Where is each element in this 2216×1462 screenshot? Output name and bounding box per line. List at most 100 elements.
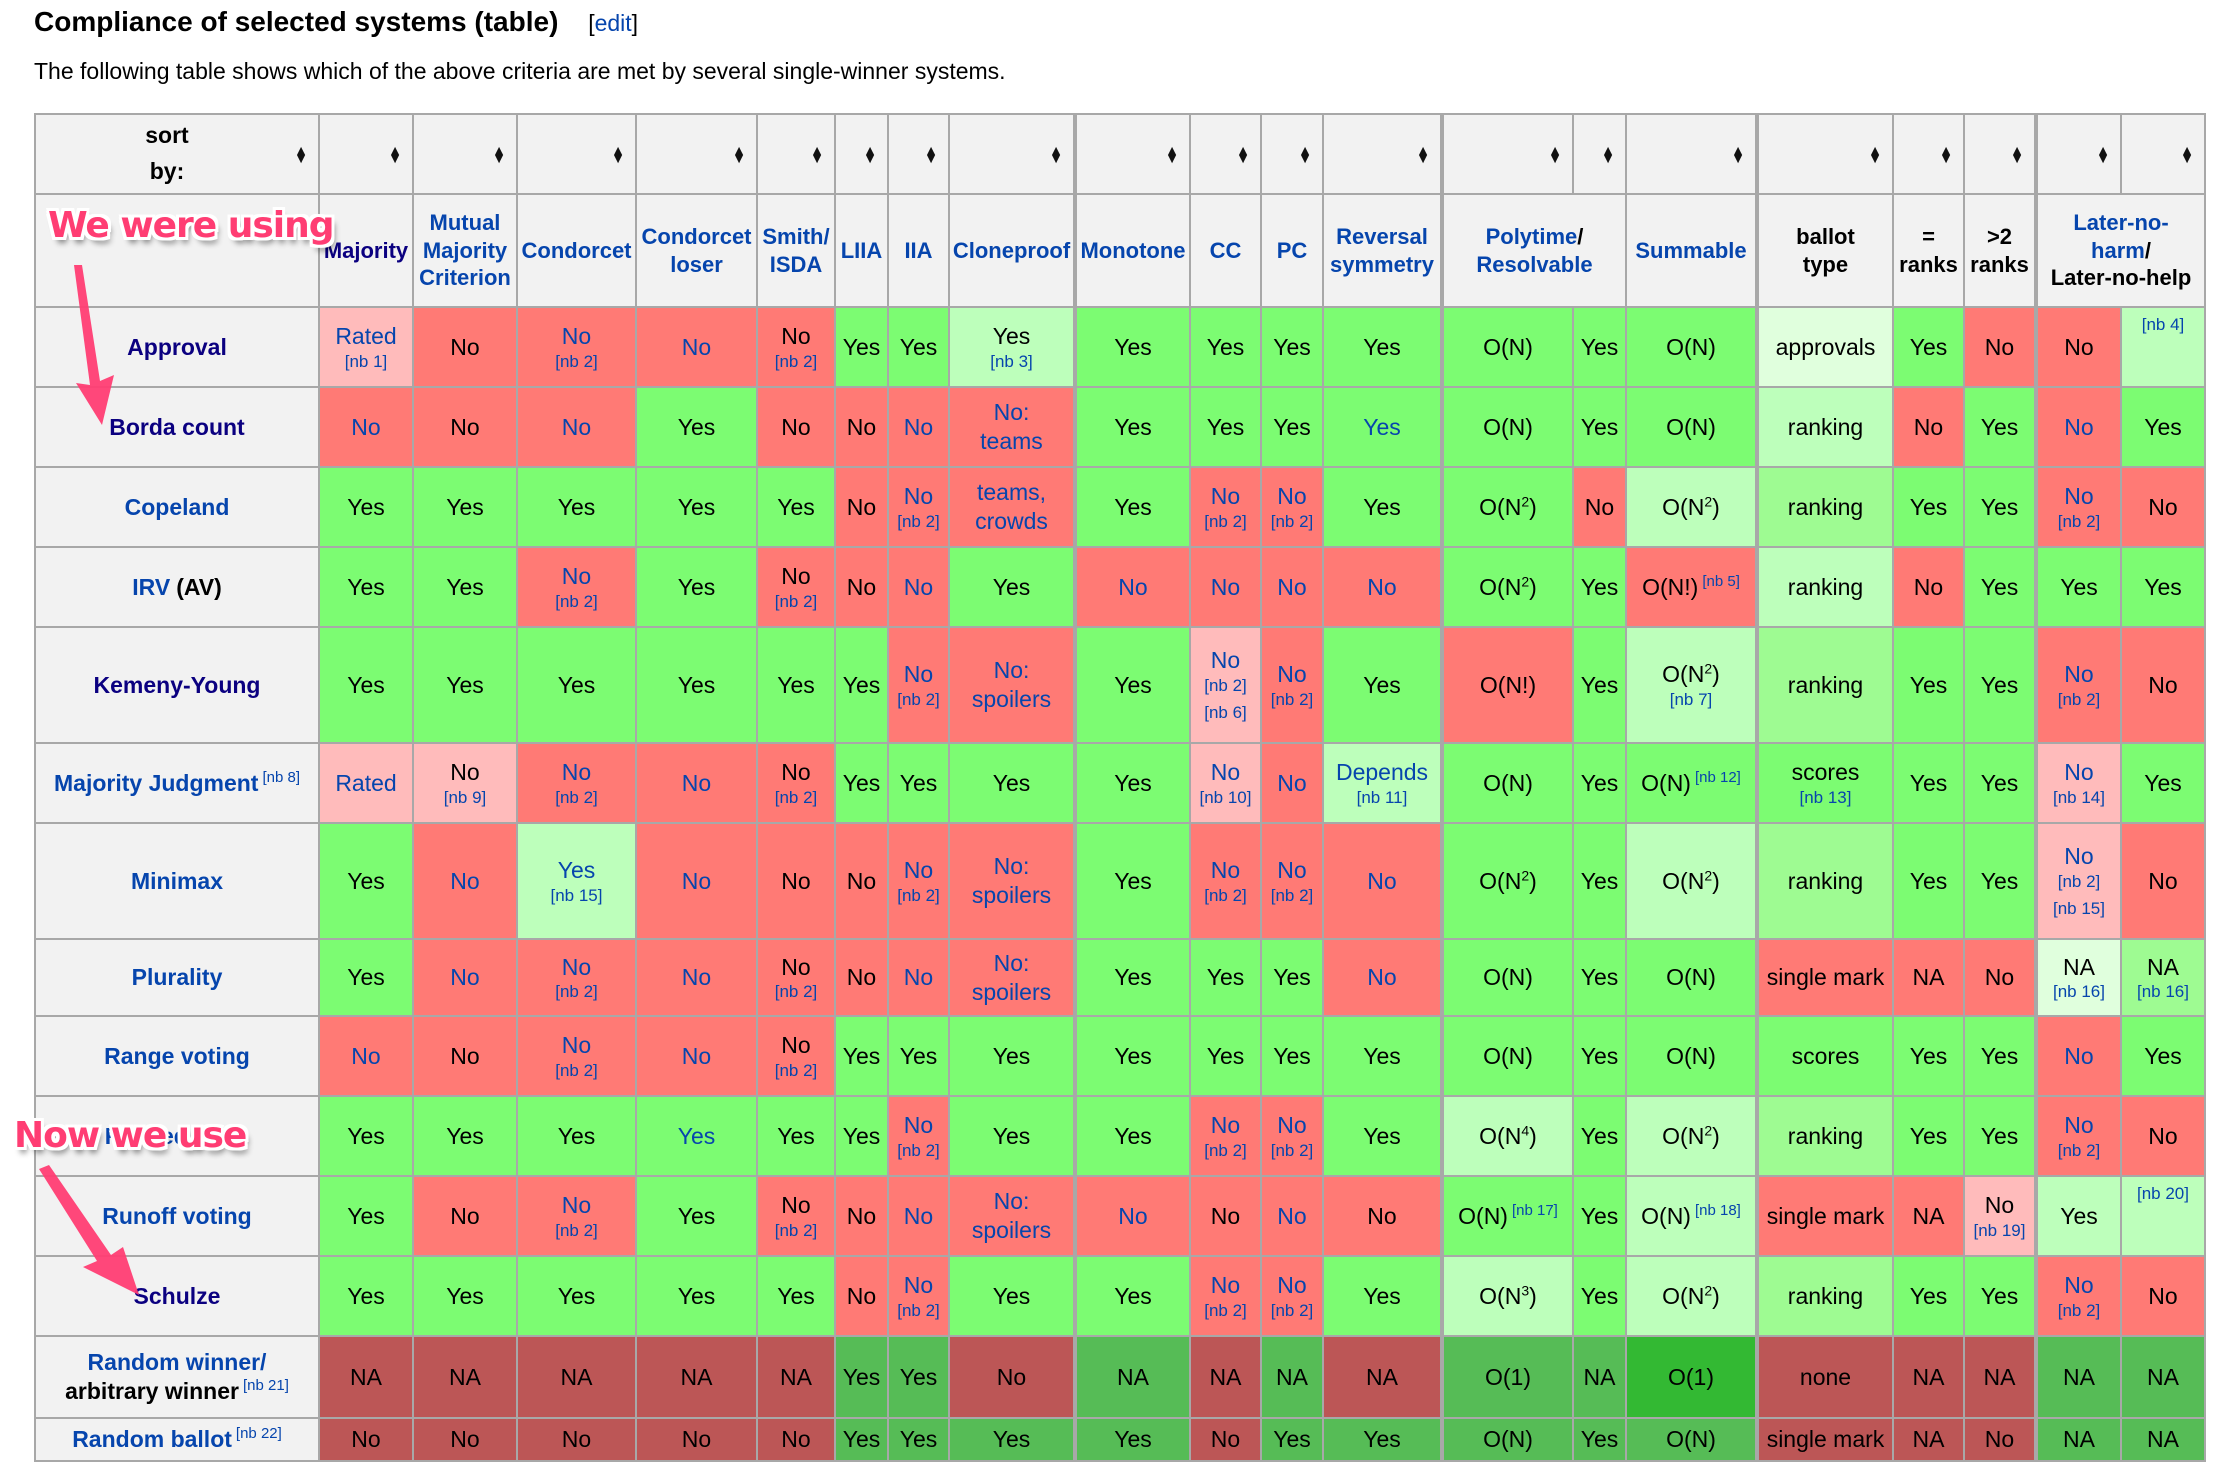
cell-value[interactable]: No bbox=[1210, 573, 1241, 600]
sort-updown-icon[interactable]: ▲ ▼ bbox=[2180, 142, 2194, 166]
cell-value[interactable]: No bbox=[1118, 573, 1148, 600]
sort-updown-icon[interactable]: ▲ ▼ bbox=[1548, 142, 1562, 166]
cell-value[interactable]: No: bbox=[993, 949, 1030, 976]
system-name-link[interactable]: Kemeny-Young bbox=[93, 671, 261, 698]
footnote-link[interactable]: [nb 2] bbox=[1204, 511, 1247, 531]
cell-value[interactable]: No bbox=[561, 563, 592, 589]
sort-updown-icon[interactable]: ▲ ▼ bbox=[1416, 142, 1430, 166]
cell-value[interactable]: No bbox=[2064, 759, 2094, 785]
footnote-link[interactable]: [nb 2] bbox=[1270, 885, 1314, 905]
footnote-link[interactable]: [nb 14] bbox=[2053, 787, 2105, 807]
header-pc[interactable]: PC bbox=[1260, 193, 1324, 308]
footnote-link[interactable]: [nb 2] bbox=[1204, 885, 1247, 905]
footnote-link[interactable]: [nb 2] bbox=[774, 351, 818, 371]
cell-value[interactable]: No bbox=[903, 413, 934, 440]
header-smith[interactable]: Smith/ISDA bbox=[756, 193, 836, 308]
header-reversal[interactable]: Reversal symmetry bbox=[1322, 193, 1443, 308]
cell-value[interactable]: No bbox=[1277, 857, 1307, 883]
footnote-link[interactable]: [nb 16] bbox=[2137, 982, 2189, 1002]
header-liia[interactable]: LIIA bbox=[834, 193, 889, 308]
system-name-link[interactable]: IRV bbox=[132, 573, 171, 600]
cell-value[interactable]: No bbox=[1210, 483, 1241, 509]
cell-value[interactable]: No bbox=[561, 953, 592, 980]
cell-value[interactable]: No bbox=[1277, 769, 1307, 796]
sort-mutual-majority[interactable]: ▲ ▼ bbox=[412, 113, 518, 195]
footnote-link[interactable]: [nb 1] bbox=[344, 351, 388, 371]
header-link[interactable]: Cloneproof bbox=[952, 237, 1071, 263]
system-name-cell[interactable]: Range voting bbox=[34, 1015, 320, 1097]
cell-value[interactable]: No bbox=[561, 759, 592, 785]
cell-value[interactable]: Yes bbox=[677, 1122, 716, 1149]
system-name-cell[interactable]: Majority Judgment [nb 8] bbox=[34, 742, 320, 824]
cell-value[interactable]: Yes bbox=[557, 857, 596, 883]
footnote-link[interactable]: [nb 16] bbox=[2053, 982, 2105, 1002]
footnote-link[interactable]: [nb 2] bbox=[1270, 689, 1314, 709]
sort-later-no-help[interactable]: ▲ ▼ bbox=[2120, 113, 2206, 195]
cell-value[interactable]: No bbox=[903, 661, 934, 687]
system-name-link[interactable]: Minimax bbox=[130, 867, 224, 894]
footnote-link[interactable]: [nb 2] bbox=[555, 1060, 598, 1080]
sort-updown-icon[interactable]: ▲ ▼ bbox=[1601, 142, 1615, 166]
cell-value[interactable]: No bbox=[903, 857, 934, 883]
cell-value[interactable]: No bbox=[1277, 1272, 1307, 1298]
system-name-cell[interactable]: Plurality bbox=[34, 938, 320, 1017]
footnote-link[interactable]: [nb 2] bbox=[555, 351, 598, 371]
cell-value[interactable]: No bbox=[1367, 573, 1397, 600]
sort-summable[interactable]: ▲ ▼ bbox=[1625, 113, 1758, 195]
header-polytime[interactable]: Polytime/Resolvable bbox=[1440, 193, 1627, 308]
footnote-link[interactable]: [nb 21] bbox=[242, 1377, 289, 1395]
cell-value[interactable]: No bbox=[903, 964, 934, 991]
sort-iia[interactable]: ▲ ▼ bbox=[887, 113, 950, 195]
sort-updown-icon[interactable]: ▲ ▼ bbox=[611, 142, 625, 166]
system-name-cell[interactable]: Copeland bbox=[34, 466, 320, 548]
cell-value[interactable]: No bbox=[351, 1042, 381, 1069]
sort-smith[interactable]: ▲ ▼ bbox=[756, 113, 836, 195]
system-name-link[interactable]: Ranked pairs bbox=[104, 1122, 250, 1149]
footnote-link[interactable]: [nb 2] bbox=[555, 982, 598, 1002]
footnote-link[interactable]: [nb 10] bbox=[1199, 787, 1252, 807]
cell-value[interactable]: No bbox=[681, 867, 712, 894]
cell-value[interactable]: No bbox=[561, 1032, 592, 1058]
cell-value[interactable]: No bbox=[903, 483, 934, 509]
header-link[interactable]: Monotone bbox=[1080, 237, 1186, 263]
cell-value[interactable]: No bbox=[1210, 759, 1241, 785]
cell-value[interactable]: No bbox=[1277, 661, 1307, 687]
footnote-link[interactable]: [nb 2] bbox=[774, 1060, 818, 1080]
footnote-link[interactable]: [nb 3] bbox=[990, 351, 1033, 371]
sort-updown-icon[interactable]: ▲ ▼ bbox=[2010, 142, 2024, 166]
sort-updown-icon[interactable]: ▲ ▼ bbox=[1868, 142, 1882, 166]
header-cloneproof[interactable]: Cloneproof bbox=[948, 193, 1076, 308]
footnote-link[interactable]: [nb 18] bbox=[1694, 1201, 1741, 1219]
system-name-cell[interactable]: Minimax bbox=[34, 822, 320, 940]
header-summable[interactable]: Summable bbox=[1625, 193, 1758, 308]
sort-by-header[interactable]: sort by: ▲ ▼ bbox=[34, 113, 320, 195]
cell-value[interactable]: No bbox=[2064, 1042, 2094, 1069]
system-name-link[interactable]: Random ballot bbox=[72, 1426, 232, 1453]
sort-condorcet-loser[interactable]: ▲ ▼ bbox=[635, 113, 758, 195]
header-link[interactable]: Reversal symmetry bbox=[1330, 224, 1434, 277]
footnote-link[interactable]: [nb 4] bbox=[2141, 315, 2185, 334]
sort-updown-icon[interactable]: ▲ ▼ bbox=[732, 142, 746, 166]
cell-value[interactable]: No bbox=[681, 333, 712, 360]
footnote-link[interactable]: [nb 2] bbox=[2057, 511, 2101, 531]
cell-value[interactable]: No bbox=[1367, 964, 1397, 991]
cell-value[interactable]: teams, bbox=[976, 479, 1047, 506]
cell-value[interactable]: No bbox=[903, 1112, 934, 1138]
system-name-cell[interactable]: Schulze bbox=[34, 1255, 320, 1337]
sort-cloneproof[interactable]: ▲ ▼ bbox=[948, 113, 1076, 195]
header-mutual-majority[interactable]: Mutual Majority Criterion bbox=[412, 193, 518, 308]
system-name-link[interactable]: Schulze bbox=[133, 1282, 221, 1309]
header-condorcet[interactable]: Condorcet bbox=[516, 193, 637, 308]
cell-value[interactable]: No: bbox=[993, 657, 1030, 684]
sort-updown-icon[interactable]: ▲ ▼ bbox=[2096, 142, 2110, 166]
cell-value[interactable]: No bbox=[1210, 1112, 1241, 1138]
footnote-link[interactable]: [nb 15] bbox=[550, 885, 603, 905]
header-majority[interactable]: Majority bbox=[318, 193, 414, 308]
footnote-link[interactable]: [nb 2] bbox=[1270, 511, 1314, 531]
system-name-link[interactable]: Runoff voting bbox=[102, 1202, 252, 1229]
sort-cc[interactable]: ▲ ▼ bbox=[1189, 113, 1262, 195]
footnote-link[interactable]: [nb 2] bbox=[555, 787, 598, 807]
system-name-link[interactable]: Range voting bbox=[104, 1042, 250, 1069]
header-link[interactable]: CC bbox=[1209, 237, 1242, 263]
footnote-link[interactable]: [nb 8] bbox=[262, 768, 300, 786]
